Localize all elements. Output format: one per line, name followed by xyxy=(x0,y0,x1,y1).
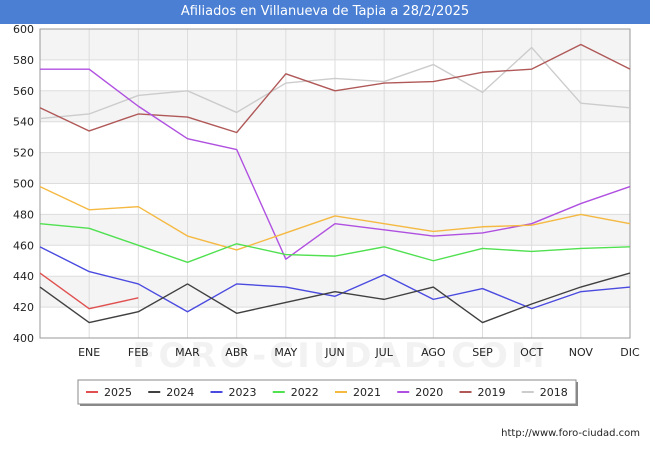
legend-box xyxy=(77,379,577,405)
legend-label-2025: 2025 xyxy=(104,386,132,399)
x-tick-label: JUN xyxy=(324,346,345,359)
series-line-2018 xyxy=(39,46,631,120)
y-tick-label: 560 xyxy=(13,85,34,98)
legend-label-2024: 2024 xyxy=(166,386,194,399)
series-line-2020 xyxy=(40,68,631,260)
series-line-2023 xyxy=(39,246,631,313)
legend-label-2020: 2020 xyxy=(415,386,443,399)
x-tick-label: AGO xyxy=(421,346,446,359)
series-line-2025 xyxy=(39,272,139,310)
y-tick-label: 480 xyxy=(13,208,34,221)
y-tick-label: 600 xyxy=(13,23,34,36)
legend-label-2022: 2022 xyxy=(291,386,319,399)
y-tick-label: 420 xyxy=(13,301,34,314)
watermark-text: FORO-CIUDAD.COM xyxy=(132,336,548,376)
y-tick-label: 400 xyxy=(13,332,34,345)
legend-label-2021: 2021 xyxy=(353,386,381,399)
series-line-2021 xyxy=(39,185,631,251)
source-url[interactable]: http://www.foro-ciudad.com xyxy=(501,428,640,439)
x-tick-label: MAR xyxy=(175,346,200,359)
x-tick-label: SEP xyxy=(472,346,493,359)
legend-label-2019: 2019 xyxy=(478,386,506,399)
legend-label-2023: 2023 xyxy=(229,386,257,399)
y-tick-label: 500 xyxy=(13,178,34,191)
y-tick-label: 580 xyxy=(13,54,34,67)
x-tick-label: OCT xyxy=(520,346,543,359)
chart-title: Afiliados en Villanueva de Tapia a 28/2/… xyxy=(0,0,650,24)
series-line-2019 xyxy=(39,43,631,134)
x-tick-label: ENE xyxy=(78,346,100,359)
x-tick-label: ABR xyxy=(225,346,248,359)
series-line-2022 xyxy=(39,222,631,263)
x-tick-label: MAY xyxy=(274,346,297,359)
series-line-2024 xyxy=(39,272,631,324)
x-tick-label: DIC xyxy=(620,346,640,359)
x-tick-label: FEB xyxy=(128,346,149,359)
x-tick-label: NOV xyxy=(569,346,594,359)
y-tick-label: 520 xyxy=(13,147,34,160)
y-tick-label: 540 xyxy=(13,116,34,129)
y-tick-label: 440 xyxy=(13,270,34,283)
plot-border xyxy=(39,28,631,339)
x-tick-label: JUL xyxy=(374,346,393,359)
legend-label-2018: 2018 xyxy=(540,386,568,399)
y-tick-label: 460 xyxy=(13,239,34,252)
